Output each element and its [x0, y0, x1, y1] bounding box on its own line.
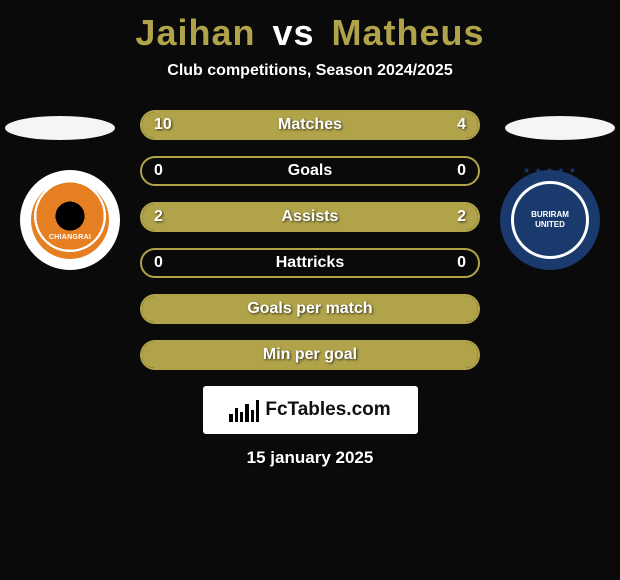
vs-text: vs [272, 12, 314, 53]
stat-right-value: 4 [457, 116, 466, 134]
comparison-title: Jaihan vs Matheus [0, 0, 620, 54]
team2-badge-inner: BURIRAMUNITED [511, 181, 589, 259]
stat-right-value: 0 [457, 254, 466, 272]
player2-name: Matheus [332, 12, 485, 53]
team1-badge-inner [31, 181, 109, 259]
branding-box: FcTables.com [203, 386, 418, 434]
stat-fill-right [310, 204, 478, 230]
stat-right-value: 0 [457, 162, 466, 180]
stat-fill-left [142, 112, 381, 138]
stat-label: Goals [142, 162, 478, 180]
stat-row: Min per goal [140, 340, 480, 370]
stat-left-value: 0 [154, 254, 163, 272]
branding-text: FcTables.com [265, 399, 390, 421]
player2-ellipse [505, 116, 615, 140]
stat-left-value: 2 [154, 208, 163, 226]
stat-row: 0 0Hattricks [140, 248, 480, 278]
comparison-content: BURIRAMUNITED 104Matches00Goals22Assists… [0, 110, 620, 468]
team1-badge [20, 170, 120, 270]
subtitle: Club competitions, Season 2024/2025 [0, 62, 620, 80]
stat-right-value: 2 [457, 208, 466, 226]
branding-chart-icon [229, 398, 259, 422]
stat-row: 22Assists [140, 202, 480, 232]
stat-left-value: 10 [154, 116, 172, 134]
stat-left-value: 0 [154, 162, 163, 180]
team2-badge: BURIRAMUNITED [500, 170, 600, 270]
stat-row: 0 0Goals [140, 156, 480, 186]
comparison-bars: 104Matches00Goals22Assists00HattricksGoa… [140, 110, 480, 370]
stat-fill-left [142, 204, 310, 230]
team2-badge-text: BURIRAMUNITED [531, 210, 569, 229]
player1-ellipse [5, 116, 115, 140]
stat-fill-left [142, 296, 478, 322]
stat-label: Hattricks [142, 254, 478, 272]
stat-row: 104Matches [140, 110, 480, 140]
stat-row: Goals per match [140, 294, 480, 324]
footer-date: 15 january 2025 [0, 448, 620, 468]
stat-fill-left [142, 342, 478, 368]
player1-name: Jaihan [135, 12, 255, 53]
